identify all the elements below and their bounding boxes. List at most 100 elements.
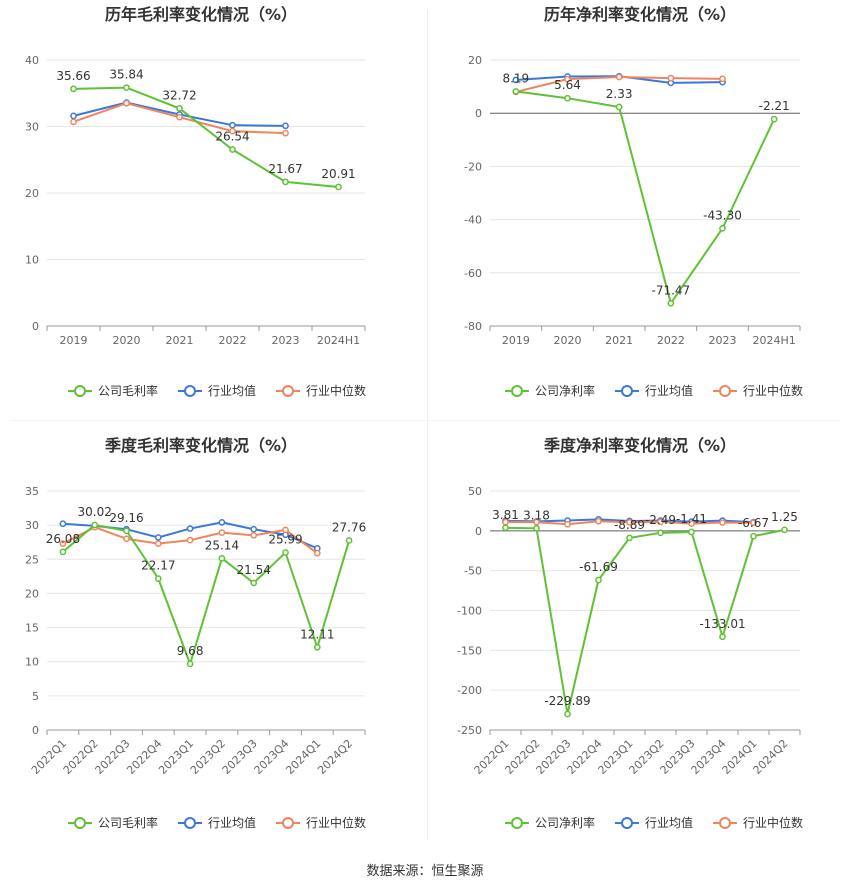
legend-item-company[interactable]: 公司净利率 <box>505 815 595 830</box>
legend-marker <box>621 817 633 829</box>
x-tick-label: 2024H1 <box>753 334 796 347</box>
x-tick-label: 2023 <box>272 334 300 347</box>
x-tick-label: 2022 <box>219 334 247 347</box>
legend-marker <box>511 385 523 397</box>
x-tick-label: 2021 <box>605 334 633 347</box>
data-point-median <box>123 99 130 107</box>
series-line-company <box>73 86 339 188</box>
data-label: 2.33 <box>606 87 633 101</box>
y-tick-label: -60 <box>464 267 482 280</box>
x-tick-label: 2019 <box>60 334 88 347</box>
data-label: 1.25 <box>771 510 798 524</box>
data-point-company <box>564 710 571 718</box>
panel-divider-vertical <box>427 10 428 840</box>
data-point-median <box>59 540 67 547</box>
data-point-company <box>615 103 623 111</box>
legend-item-median[interactable]: 行业中位数 <box>713 815 803 830</box>
data-point-avg <box>186 525 194 532</box>
chart-3: 季度毛利率变化情况（%）051015202530352022Q12022Q220… <box>25 436 366 830</box>
y-tick-label: 25 <box>25 553 39 566</box>
data-point-avg <box>154 534 162 541</box>
legend-marker <box>511 817 523 829</box>
data-point-avg <box>218 519 226 526</box>
data-label: 32.72 <box>162 88 196 102</box>
legend-label: 行业中位数 <box>743 383 803 398</box>
y-tick-label: 0 <box>32 724 39 737</box>
legend-item-avg[interactable]: 行业均值 <box>178 815 256 830</box>
data-point-median <box>229 127 236 135</box>
data-point-company <box>335 183 342 191</box>
x-tick-label: 2020 <box>113 334 141 347</box>
legend-marker <box>74 385 86 397</box>
data-point-avg <box>59 520 67 528</box>
data-label: 30.02 <box>78 505 112 519</box>
legend-item-median[interactable]: 行业中位数 <box>276 815 366 830</box>
chart-title: 历年净利率变化情况（%） <box>544 5 736 24</box>
y-tick-label: -40 <box>464 214 482 227</box>
data-point-company <box>688 528 695 536</box>
y-tick-label: 10 <box>25 656 39 669</box>
legend-label: 行业中位数 <box>306 815 366 830</box>
y-tick-label: 5 <box>32 690 39 703</box>
legend-label: 公司毛利率 <box>98 815 158 830</box>
legend-label: 公司净利率 <box>535 383 595 398</box>
data-label: 5.64 <box>554 78 581 92</box>
x-tick-label: 2023 <box>709 334 737 347</box>
data-label: -43.30 <box>703 208 742 222</box>
data-label: 29.16 <box>109 511 143 525</box>
data-point-median <box>719 75 726 83</box>
x-tick-label: 2024Q2 <box>315 737 355 777</box>
legend-item-avg[interactable]: 行业均值 <box>615 815 693 830</box>
data-label: 35.84 <box>109 68 143 82</box>
data-point-company <box>91 521 99 529</box>
legend-item-avg[interactable]: 行业均值 <box>615 383 693 398</box>
data-point-median <box>123 535 130 543</box>
data-point-company <box>657 529 664 537</box>
data-point-median <box>719 519 726 526</box>
data-point-company <box>218 554 226 562</box>
x-tick-label: 2024H1 <box>317 334 360 347</box>
legend-item-avg[interactable]: 行业均值 <box>178 383 256 398</box>
y-tick-label: 40 <box>25 54 39 67</box>
x-tick-label: 2022 <box>657 334 685 347</box>
data-label: 21.54 <box>237 563 271 577</box>
legend-item-company[interactable]: 公司净利率 <box>505 383 595 398</box>
data-point-company <box>750 532 757 540</box>
data-point-company <box>59 548 67 556</box>
data-point-company <box>595 576 602 584</box>
data-point-company <box>70 85 77 93</box>
data-point-median <box>615 73 623 81</box>
series-line-company <box>62 523 351 668</box>
legend-marker <box>719 817 731 829</box>
y-tick-label: -100 <box>457 605 482 618</box>
chart-1: 历年毛利率变化情况（%） 0 10 20 30 40 2019 2020 2021 2022 202… <box>25 5 366 398</box>
data-label: 21.67 <box>268 162 302 176</box>
legend-label: 行业中位数 <box>743 815 803 830</box>
legend-item-company[interactable]: 公司毛利率 <box>68 815 158 830</box>
data-point-company <box>282 178 289 186</box>
data-label: 27.76 <box>332 520 366 534</box>
y-tick-label: 20 <box>25 187 39 200</box>
data-label: -1.41 <box>676 512 707 526</box>
data-point-median <box>667 74 675 82</box>
y-tick-label: 35 <box>25 485 39 498</box>
series-line-company <box>515 90 776 306</box>
data-point-median <box>657 518 664 526</box>
legend-item-median[interactable]: 行业中位数 <box>276 383 366 398</box>
legend-item-median[interactable]: 行业中位数 <box>713 383 803 398</box>
legend-marker <box>74 817 86 829</box>
chart-title: 季度净利率变化情况（%） <box>543 436 736 455</box>
legend-label: 行业均值 <box>208 383 256 398</box>
data-point-company <box>719 633 726 641</box>
legend-item-company[interactable]: 公司毛利率 <box>68 383 158 398</box>
data-point-company <box>781 526 788 534</box>
y-tick-label: 0 <box>475 107 482 120</box>
data-label: 35.66 <box>56 69 90 83</box>
data-label: -2.49 <box>645 513 676 527</box>
data-label: 25.14 <box>205 538 239 552</box>
y-tick-label: -250 <box>457 724 482 737</box>
legend-label: 公司净利率 <box>535 815 595 830</box>
y-tick-label: 30 <box>25 519 39 532</box>
x-tick-label: 2020 <box>554 334 582 347</box>
legend-marker <box>719 385 731 397</box>
